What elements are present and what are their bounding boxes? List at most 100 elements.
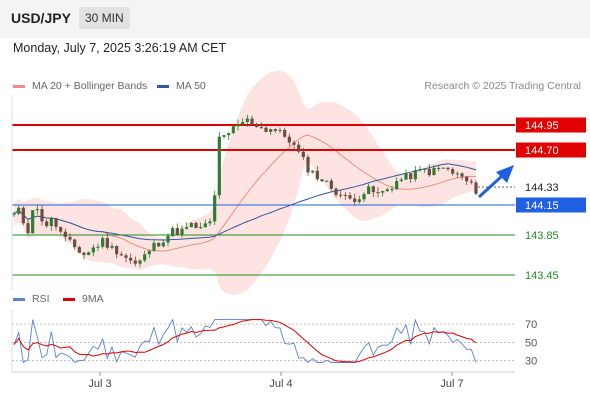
chart-header: USD/JPY 30 MIN — [0, 0, 590, 38]
candle-body — [138, 260, 142, 264]
candle — [469, 178, 473, 185]
candle — [390, 185, 394, 193]
candle-body — [166, 235, 170, 243]
rsi-tick-label: 50 — [525, 337, 537, 349]
candle-body — [348, 195, 352, 199]
candle-body — [105, 238, 109, 248]
candle — [432, 164, 436, 176]
candle — [441, 167, 445, 169]
candle-body — [49, 218, 53, 227]
candle — [26, 219, 30, 235]
candle — [334, 187, 338, 198]
candle-body — [423, 168, 427, 170]
candle — [208, 218, 212, 227]
candle — [12, 211, 16, 217]
candle-body — [101, 238, 105, 247]
candle — [138, 259, 142, 268]
candle — [451, 167, 455, 176]
current-price-label: 144.33 — [525, 182, 559, 194]
candle — [54, 217, 58, 231]
candle-body — [460, 173, 464, 177]
candle — [45, 219, 49, 228]
candle — [250, 115, 254, 126]
candle — [105, 233, 109, 250]
candle-body — [115, 246, 119, 255]
candle — [194, 221, 198, 229]
legend-ma50: MA 50 — [157, 80, 206, 92]
candle-body — [143, 254, 147, 261]
candle-body — [325, 180, 329, 182]
candle-body — [357, 199, 361, 202]
candle — [161, 239, 165, 248]
candle-body — [427, 168, 431, 176]
candle-body — [446, 167, 450, 170]
candle — [474, 180, 478, 196]
candle — [40, 204, 44, 226]
candle — [427, 164, 431, 177]
candle — [255, 122, 259, 128]
candle — [343, 191, 347, 200]
candle-body — [26, 223, 30, 234]
candle-body — [395, 181, 399, 190]
candle-body — [236, 124, 240, 127]
candle-body — [297, 144, 301, 152]
candle — [115, 245, 119, 259]
candle-body — [376, 192, 380, 194]
candle-body — [432, 167, 436, 176]
candle — [199, 222, 203, 230]
candle — [315, 165, 319, 182]
candle-body — [404, 173, 408, 180]
candle-body — [213, 195, 217, 222]
candle-body — [189, 222, 193, 228]
candle — [278, 127, 282, 134]
legend-rsi: RSI — [13, 293, 50, 305]
candle-body — [91, 247, 95, 253]
rsi-tick-label: 70 — [525, 319, 537, 331]
candle-body — [133, 260, 137, 264]
candle-body — [203, 223, 207, 228]
candle — [241, 118, 245, 126]
candle-body — [381, 191, 385, 193]
candle-body — [45, 221, 49, 227]
candle-body — [283, 129, 287, 137]
candle-body — [129, 257, 133, 261]
candle — [301, 147, 305, 161]
candle-body — [227, 133, 231, 136]
candle-body — [185, 227, 189, 229]
chart-timestamp: Monday, July 7, 2025 3:26:19 AM CET — [13, 41, 227, 55]
candle-body — [199, 227, 203, 229]
level-label: 143.85 — [525, 230, 559, 242]
candle — [180, 225, 184, 238]
candle-body — [315, 170, 319, 180]
x-tick-label: Jul 7 — [440, 378, 463, 390]
candle — [21, 206, 25, 226]
candle-body — [329, 180, 333, 189]
candle-body — [241, 122, 245, 125]
candle-body — [306, 157, 310, 173]
candle-body — [68, 236, 72, 240]
candle — [264, 126, 268, 133]
candle — [31, 209, 35, 234]
candle-body — [124, 255, 128, 258]
candle — [395, 177, 399, 191]
candle — [133, 256, 137, 267]
candle — [175, 223, 179, 236]
candle-body — [455, 173, 459, 175]
candle — [217, 131, 221, 199]
candle-body — [292, 142, 296, 145]
timeframe-badge[interactable]: 30 MIN — [79, 7, 130, 29]
candle — [339, 190, 343, 198]
currency-pair-title: USD/JPY — [11, 10, 71, 26]
candle-body — [451, 169, 455, 174]
candle-body — [82, 252, 86, 255]
candle — [381, 190, 385, 197]
research-credit: Research © 2025 Trading Central — [424, 80, 581, 92]
legend-ma20-label: MA 20 + Bollinger Bands — [32, 80, 148, 92]
bollinger-band — [14, 70, 476, 295]
candle — [409, 173, 413, 184]
candle — [35, 204, 39, 215]
candle-body — [269, 129, 273, 132]
ma20-swatch-icon — [13, 84, 25, 88]
candle — [423, 168, 427, 173]
